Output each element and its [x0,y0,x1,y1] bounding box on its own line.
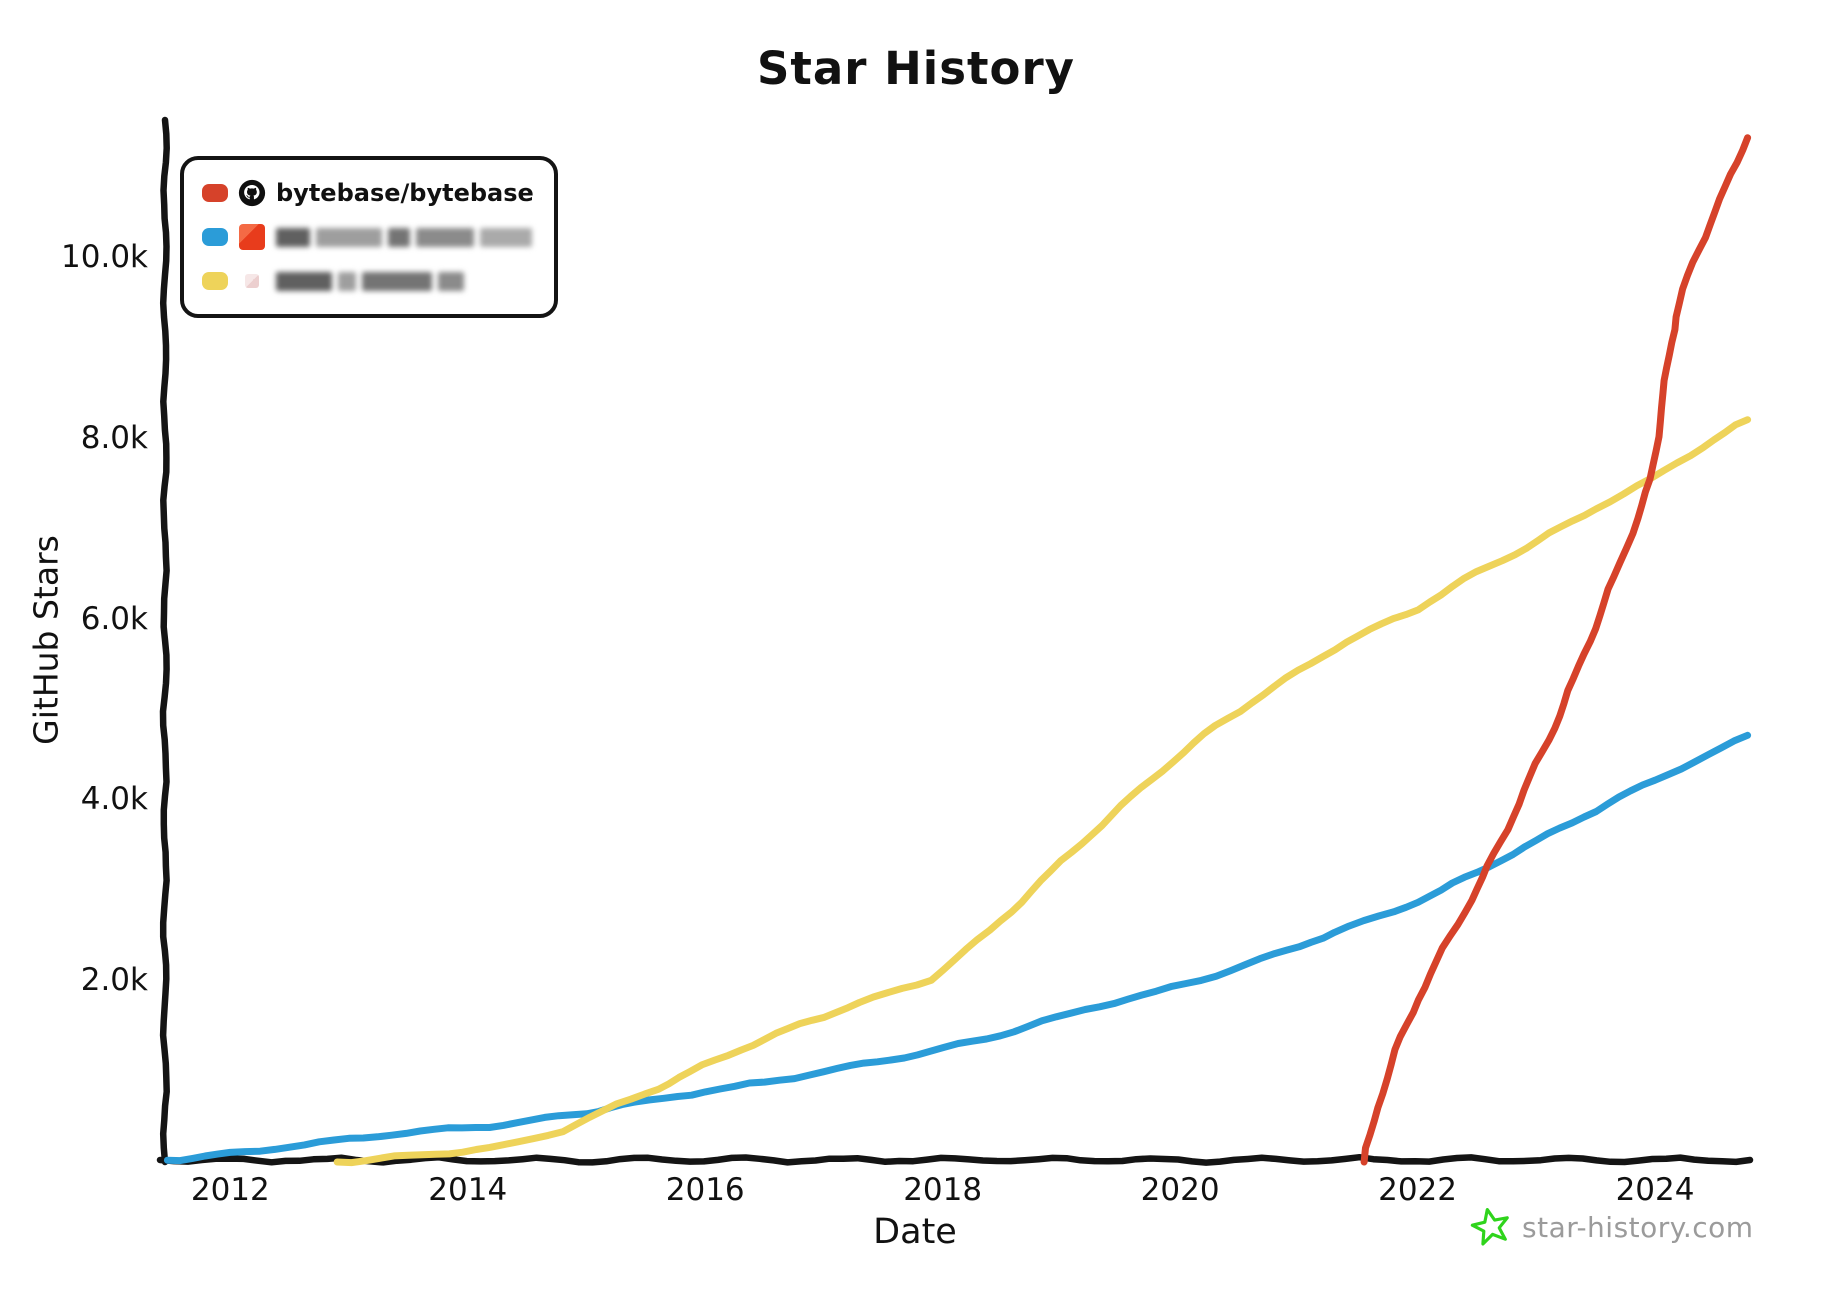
series-line-repo-blue-blurred [163,731,1752,1165]
legend-row-blurred-2[interactable] [202,217,536,257]
x-tick-label-2016: 2016 [665,1172,745,1208]
github-octocat-icon [238,179,266,207]
legend-repo-name: bytebase/bytebase [276,179,534,207]
series-swatch-yellow [202,272,228,290]
series-swatch-red [202,184,228,202]
watermark[interactable]: star-history.com [1470,1206,1754,1248]
blurred-repo-name [276,227,532,247]
x-tick-label-2020: 2020 [1140,1172,1220,1208]
y-axis-title: GitHub Stars [26,535,66,745]
blurred-repo-name [276,271,464,291]
x-axis-title: Date [873,1212,957,1252]
blurred-text-segment [338,271,356,291]
blurred-text-segment [316,227,382,247]
legend-row-blurred-3[interactable] [202,261,536,301]
blurred-text-segment [388,227,410,247]
series-line-repo-yellow-blurred [333,416,1752,1167]
y-tick-label-8.0k: 8.0k [80,419,148,456]
series-line-bytebase-bytebase [1360,134,1752,1166]
x-tick-label-2014: 2014 [428,1172,508,1208]
y-tick-label-2.0k: 2.0k [80,962,148,999]
green-star-icon [1470,1207,1509,1246]
x-tick-label-2012: 2012 [190,1172,270,1208]
blurred-text-segment [438,271,464,291]
y-axis-line [159,116,170,1166]
x-tick-label-2024: 2024 [1615,1172,1695,1208]
avatar-pink-icon [238,267,266,295]
blurred-text-segment [480,227,532,247]
x-tick-label-2018: 2018 [903,1172,983,1208]
blurred-text-segment [416,227,474,247]
blurred-text-segment [362,271,432,291]
x-tick-label-2022: 2022 [1378,1172,1458,1208]
watermark-text: star-history.com [1522,1210,1754,1244]
legend: bytebase/bytebase [180,156,558,318]
legend-row-bytebase[interactable]: bytebase/bytebase [202,173,536,213]
avatar-red-icon [238,223,266,251]
series-swatch-blue [202,228,228,246]
y-tick-label-6.0k: 6.0k [80,600,148,637]
blurred-text-segment [276,271,332,291]
chart-title: Star History [757,42,1075,95]
blurred-text-segment [276,227,310,247]
y-tick-label-4.0k: 4.0k [80,781,148,818]
y-tick-label-10.0k: 10.0k [61,238,148,275]
